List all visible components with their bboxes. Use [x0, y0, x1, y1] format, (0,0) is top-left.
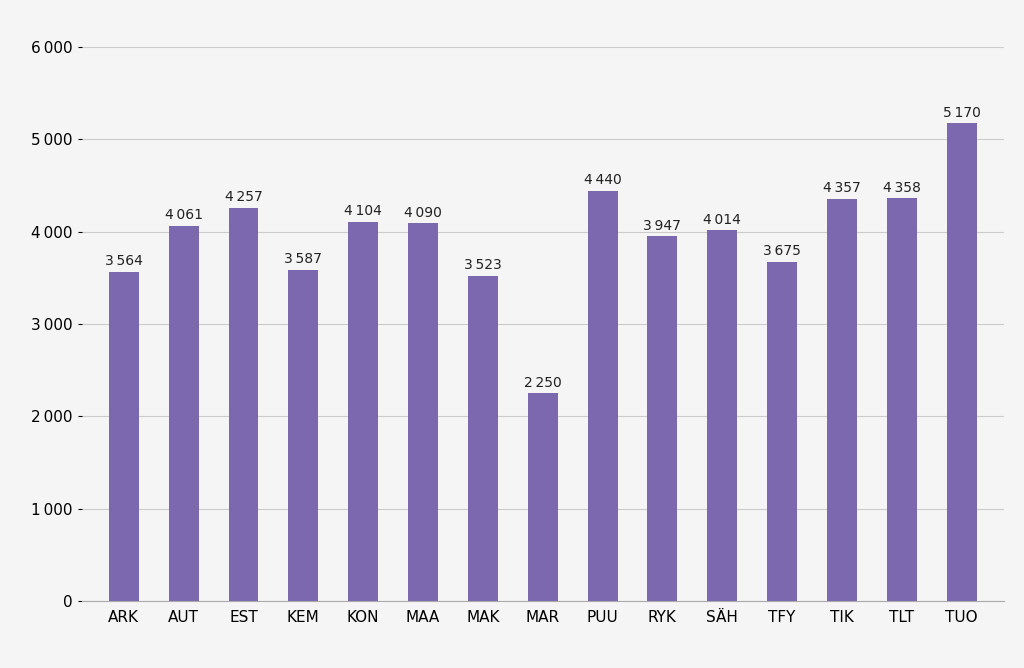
Text: 4 440: 4 440	[584, 173, 622, 187]
Bar	[468, 276, 498, 601]
Bar	[887, 198, 916, 601]
Bar	[946, 124, 977, 601]
Bar	[527, 393, 558, 601]
Text: 2 250: 2 250	[524, 375, 561, 389]
Text: 4 257: 4 257	[224, 190, 262, 204]
Text: 4 090: 4 090	[404, 206, 442, 220]
Bar	[767, 262, 797, 601]
Text: 4 104: 4 104	[344, 204, 382, 218]
Bar	[647, 236, 677, 601]
Text: 3 587: 3 587	[285, 252, 323, 266]
Bar	[289, 270, 318, 601]
Bar	[827, 198, 857, 601]
Text: 4 358: 4 358	[883, 181, 921, 195]
Text: 3 947: 3 947	[643, 219, 681, 232]
Bar	[409, 223, 438, 601]
Bar	[169, 226, 199, 601]
Text: 4 061: 4 061	[165, 208, 203, 222]
Text: 3 523: 3 523	[464, 258, 502, 272]
Bar	[588, 191, 617, 601]
Text: 3 564: 3 564	[104, 254, 142, 268]
Bar	[348, 222, 378, 601]
Bar	[708, 230, 737, 601]
Bar	[109, 272, 139, 601]
Bar	[228, 208, 258, 601]
Text: 3 675: 3 675	[763, 244, 801, 258]
Text: 4 014: 4 014	[703, 212, 741, 226]
Text: 4 357: 4 357	[823, 181, 861, 195]
Text: 5 170: 5 170	[943, 106, 981, 120]
